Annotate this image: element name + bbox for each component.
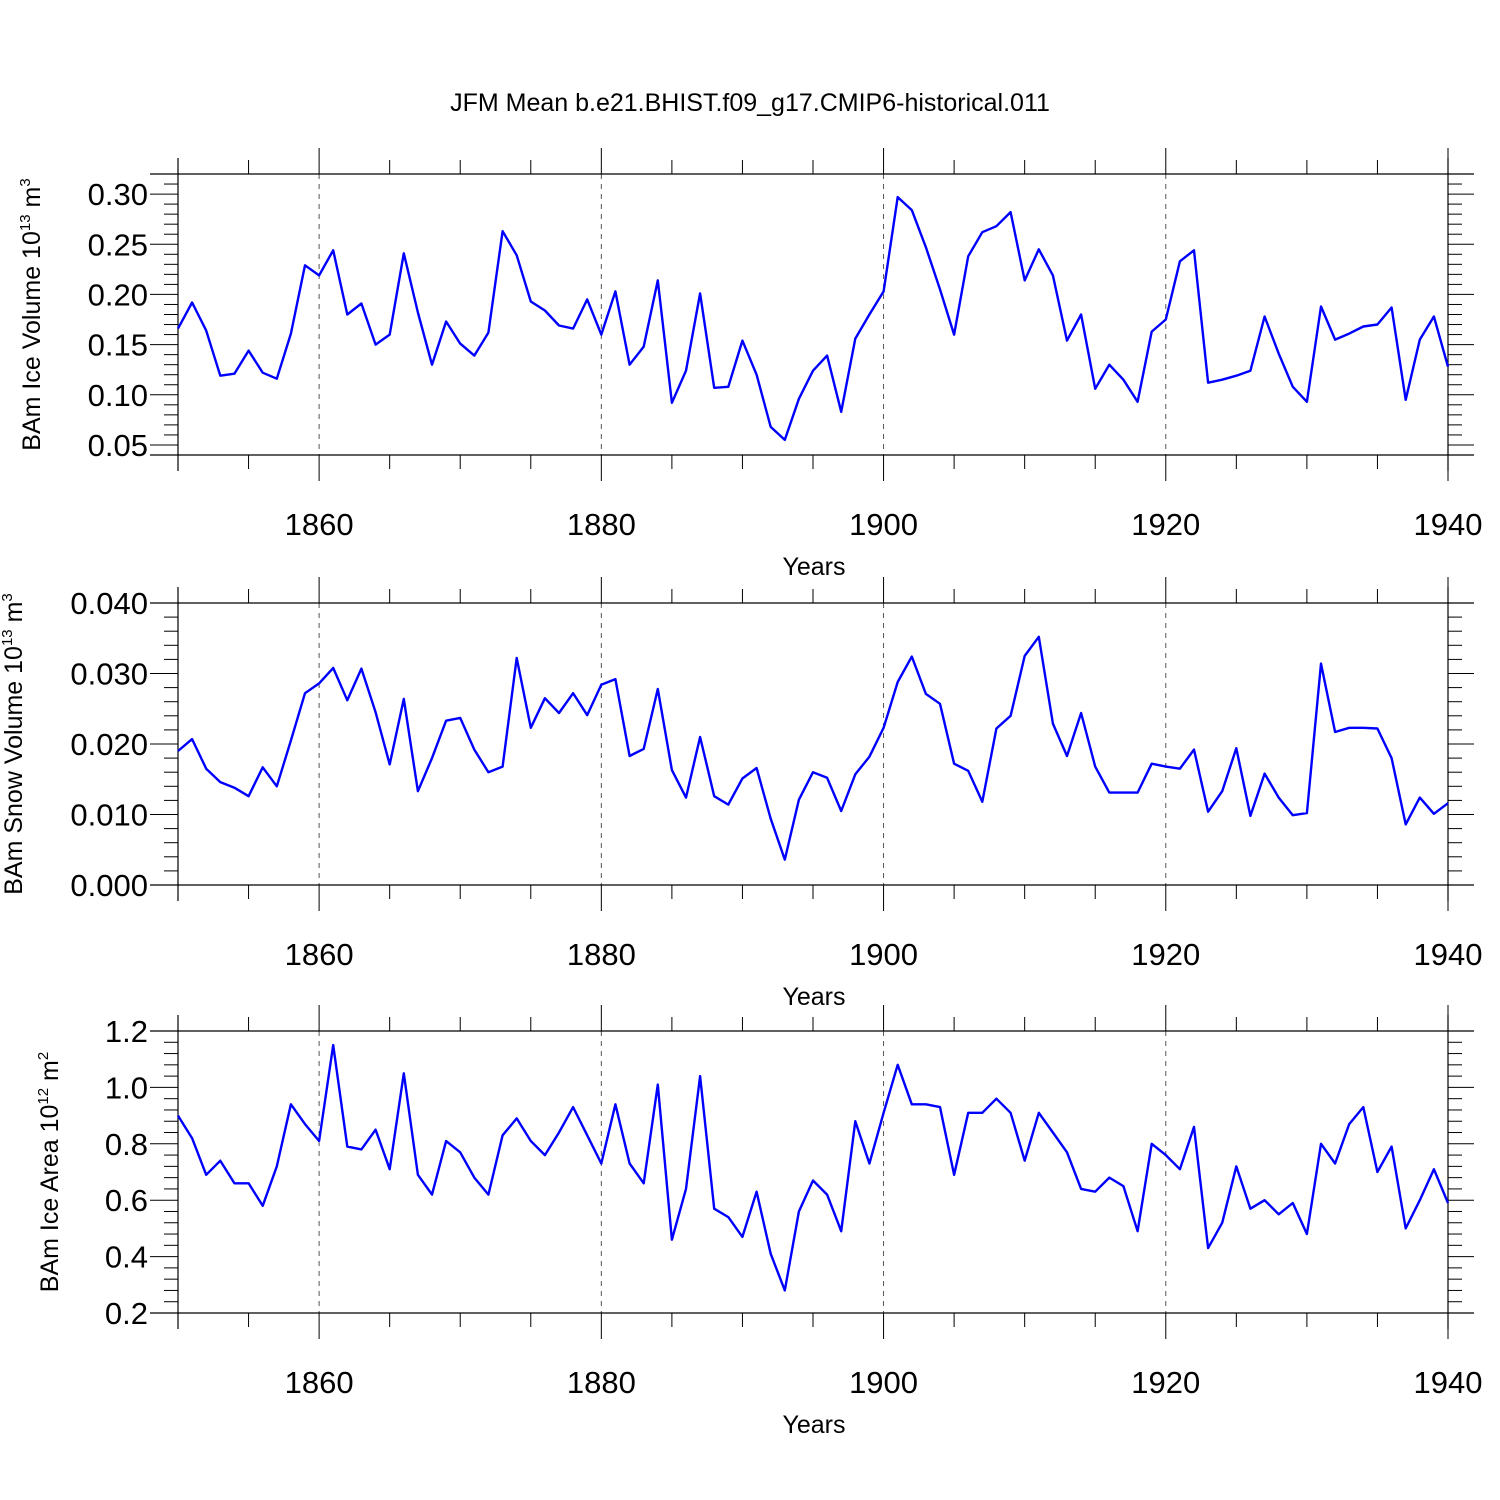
y-axis-title-unit: m xyxy=(0,602,28,630)
chart-panel-1: 0.05 0.10 0.15 0.20 0.25 0.30 1860 1880 1900 1920… xyxy=(17,148,1482,581)
y-axis-title-unit-exponent: 2 xyxy=(35,1052,52,1060)
y-tick-label: 0.6 xyxy=(105,1183,148,1218)
y-axis-title-text: BAm Snow Volume 10 xyxy=(0,646,28,895)
series-line xyxy=(176,1043,1450,1292)
x-tick-label: 1880 xyxy=(567,1365,636,1400)
x-tick-label: 1860 xyxy=(285,937,354,972)
y-axis-title-unit-exponent: 3 xyxy=(17,178,34,186)
x-tick-label: 1880 xyxy=(567,937,636,972)
y-tick-label: 0.000 xyxy=(70,868,148,903)
chart-panels: 0.05 0.10 0.15 0.20 0.25 0.30 1860 1880 1900 1920… xyxy=(0,148,1482,1439)
y-axis-title-exponent: 13 xyxy=(17,214,34,231)
y-axis-title: BAm Ice Area 1012 m2 xyxy=(35,1052,64,1292)
y-axis-title-unit-exponent: 3 xyxy=(0,593,16,601)
y-tick-label: 0.030 xyxy=(70,657,148,692)
y-axis-title-exponent: 13 xyxy=(0,629,16,646)
x-tick-label: 1920 xyxy=(1131,937,1200,972)
y-tick-label: 0.010 xyxy=(70,798,148,833)
x-tick-label: 1940 xyxy=(1414,507,1483,542)
x-axis-title: Years xyxy=(782,553,845,581)
x-tick-label: 1900 xyxy=(849,1365,918,1400)
x-tick-label: 1860 xyxy=(285,1365,354,1400)
x-tick-label: 1920 xyxy=(1131,1365,1200,1400)
y-axis-title: BAm Snow Volume 1013 m3 xyxy=(0,593,28,895)
x-tick-label: 1900 xyxy=(849,937,918,972)
y-tick-label: 0.020 xyxy=(70,727,148,762)
y-tick-label: 1.0 xyxy=(105,1070,148,1105)
x-tick-label: 1880 xyxy=(567,507,636,542)
y-tick-label: 0.30 xyxy=(88,177,148,212)
y-axis-title: BAm Ice Volume 1013 m3 xyxy=(17,178,46,450)
series-line xyxy=(176,195,1450,442)
chart-panel-3: 0.2 0.4 0.6 0.8 1.0 1.2 1860 1880 1900 1920 1940 Ye… xyxy=(35,1005,1482,1439)
y-tick-label: 0.2 xyxy=(105,1296,148,1331)
x-tick-label: 1900 xyxy=(849,507,918,542)
x-tick-label: 1940 xyxy=(1414,1365,1483,1400)
chart-title: JFM Mean b.e21.BHIST.f09_g17.CMIP6-histo… xyxy=(450,89,1050,117)
y-tick-label: 1.2 xyxy=(105,1014,148,1049)
y-tick-label: 0.15 xyxy=(88,328,148,363)
y-tick-label: 0.25 xyxy=(88,227,148,262)
y-tick-label: 0.20 xyxy=(88,277,148,312)
y-axis-title-unit: m xyxy=(18,187,46,215)
x-tick-label: 1940 xyxy=(1414,937,1483,972)
x-tick-label: 1920 xyxy=(1131,507,1200,542)
series-line xyxy=(177,635,1449,861)
y-axis-title-unit: m xyxy=(36,1060,64,1088)
y-tick-label: 0.4 xyxy=(105,1240,148,1275)
y-tick-label: 0.05 xyxy=(88,428,148,463)
y-axis-title-exponent: 12 xyxy=(35,1088,52,1105)
x-axis-title: Years xyxy=(782,983,845,1011)
y-tick-label: 0.10 xyxy=(88,378,148,413)
y-tick-label: 0.040 xyxy=(70,586,148,621)
y-axis-title-text: BAm Ice Volume 10 xyxy=(18,231,46,451)
x-tick-label: 1860 xyxy=(285,507,354,542)
chart-panel-2: 0.000 0.010 0.020 0.030 0.040 1860 1880 1900 192… xyxy=(0,577,1482,1011)
y-axis-title-text: BAm Ice Area 10 xyxy=(36,1105,64,1293)
x-axis-title: Years xyxy=(782,1411,845,1439)
y-tick-label: 0.8 xyxy=(105,1127,148,1162)
